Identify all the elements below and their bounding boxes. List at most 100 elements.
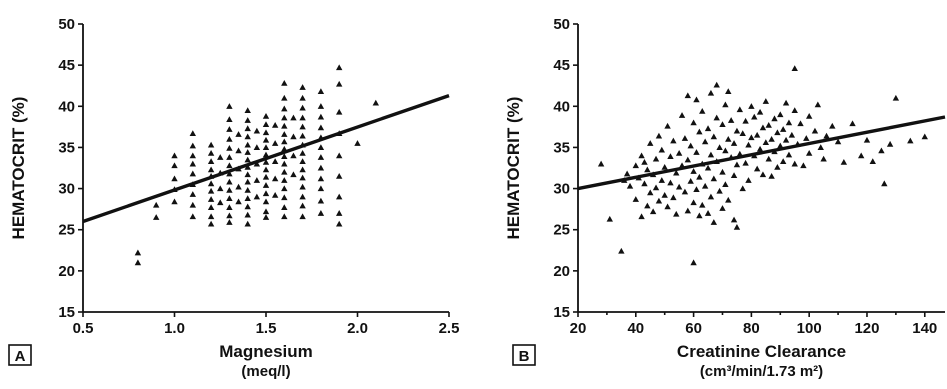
data-point-triangle xyxy=(226,187,233,193)
data-point-triangle xyxy=(710,219,718,225)
data-point-triangle xyxy=(673,169,680,176)
data-point-triangle xyxy=(632,162,639,169)
x-tick-label: 0.5 xyxy=(73,320,94,337)
data-point-triangle xyxy=(281,105,288,112)
y-tick-label: 45 xyxy=(58,57,75,74)
data-point-triangle xyxy=(765,122,772,128)
y-tick-label: 25 xyxy=(553,222,570,239)
y-tick-label: 35 xyxy=(58,139,75,156)
data-point-triangle xyxy=(699,108,706,114)
data-point-triangle xyxy=(226,162,233,169)
data-point-triangle xyxy=(336,220,343,227)
data-point-triangle xyxy=(857,152,865,159)
y-tick-label: 15 xyxy=(58,304,75,321)
x-tick-label: 1.5 xyxy=(256,320,277,337)
x-tick-label: 2.0 xyxy=(347,320,368,337)
data-point-triangle xyxy=(675,183,683,190)
data-point-triangle xyxy=(670,194,677,201)
data-point-triangle xyxy=(701,138,709,145)
data-point-triangle xyxy=(207,180,215,187)
y-tick-label: 45 xyxy=(553,57,570,74)
data-point-triangle xyxy=(281,194,288,201)
data-point-triangle xyxy=(217,199,224,206)
data-point-triangle xyxy=(661,163,668,170)
data-point-triangle xyxy=(753,165,761,172)
data-point-triangle xyxy=(207,141,215,148)
data-point-triangle xyxy=(207,158,215,164)
data-point-triangle xyxy=(693,96,700,103)
data-point-triangle xyxy=(681,188,689,195)
data-point-triangle xyxy=(207,204,215,211)
data-point-triangle xyxy=(704,125,712,132)
x-axis-unit: (meq/l) xyxy=(241,363,290,380)
data-point-triangle xyxy=(664,203,671,210)
data-point-triangle xyxy=(262,136,270,143)
data-point-triangle xyxy=(262,166,270,173)
x-tick-label: 40 xyxy=(627,320,644,337)
data-point-triangle xyxy=(235,198,242,205)
data-point-triangle xyxy=(701,182,709,189)
data-point-triangle xyxy=(791,107,798,113)
data-point-triangle xyxy=(791,160,798,167)
data-point-triangle xyxy=(713,81,720,88)
data-point-triangle xyxy=(189,152,196,159)
data-point-triangle xyxy=(684,207,692,214)
data-point-triangle xyxy=(690,119,697,126)
data-point-triangle xyxy=(626,182,634,189)
data-point-triangle xyxy=(299,193,306,200)
data-point-triangle xyxy=(336,108,343,115)
data-point-triangle xyxy=(336,173,343,179)
data-point-triangle xyxy=(774,163,781,170)
data-point-triangle xyxy=(281,114,288,121)
data-point-triangle xyxy=(667,179,674,186)
data-point-triangle xyxy=(649,208,657,215)
data-point-triangle xyxy=(797,120,804,127)
data-point-triangle xyxy=(652,184,660,191)
data-point-triangle xyxy=(244,141,251,148)
data-point-triangle xyxy=(707,151,715,158)
data-point-triangle xyxy=(779,126,787,132)
data-point-triangle xyxy=(271,158,279,164)
y-tick-label: 30 xyxy=(553,181,570,198)
data-point-triangle xyxy=(299,213,306,220)
data-point-triangle xyxy=(299,114,306,121)
panel-a: 15 20 25 30 35 40 45 50 0.5 1.0 1.5 2.0 2.5 HEMATOCRI… xyxy=(8,16,459,380)
data-point-triangle xyxy=(299,149,306,156)
data-point-triangle xyxy=(751,113,758,120)
y-axis-title: HEMATOCRIT (%) xyxy=(9,97,28,240)
data-point-triangle xyxy=(153,201,160,208)
data-point-triangle xyxy=(673,210,680,217)
data-point-triangle xyxy=(299,84,306,90)
data-point-triangle xyxy=(207,196,215,202)
data-point-triangle xyxy=(785,119,793,126)
data-point-triangle xyxy=(730,172,738,178)
data-point-triangle xyxy=(226,136,233,142)
data-point-triangle xyxy=(244,195,251,202)
x-axis-title: Creatinine Clearance xyxy=(677,342,846,361)
data-point-triangle xyxy=(235,147,242,154)
data-point-triangle xyxy=(226,103,233,109)
data-point-triangle xyxy=(748,103,755,109)
data-point-triangle xyxy=(716,144,723,150)
data-point-triangle xyxy=(675,149,683,156)
y-tick-label: 20 xyxy=(58,263,75,280)
data-point-triangle xyxy=(722,147,729,154)
data-point-triangle xyxy=(189,142,196,149)
data-point-triangle xyxy=(281,204,288,211)
data-point-triangle xyxy=(722,101,729,108)
data-point-triangle xyxy=(768,173,775,179)
data-point-triangle xyxy=(189,130,196,136)
data-point-triangle xyxy=(840,159,848,165)
data-point-triangle xyxy=(372,99,379,106)
data-point-triangle xyxy=(756,145,764,152)
data-point-triangle xyxy=(803,135,810,141)
data-point-triangle xyxy=(774,129,781,136)
data-point-triangle xyxy=(655,197,663,204)
data-point-triangle xyxy=(730,140,738,146)
data-point-triangle xyxy=(134,249,142,256)
data-point-triangle xyxy=(696,128,703,135)
data-point-triangle xyxy=(189,160,196,167)
data-point-triangle xyxy=(244,220,251,227)
data-point-triangle xyxy=(618,247,625,254)
